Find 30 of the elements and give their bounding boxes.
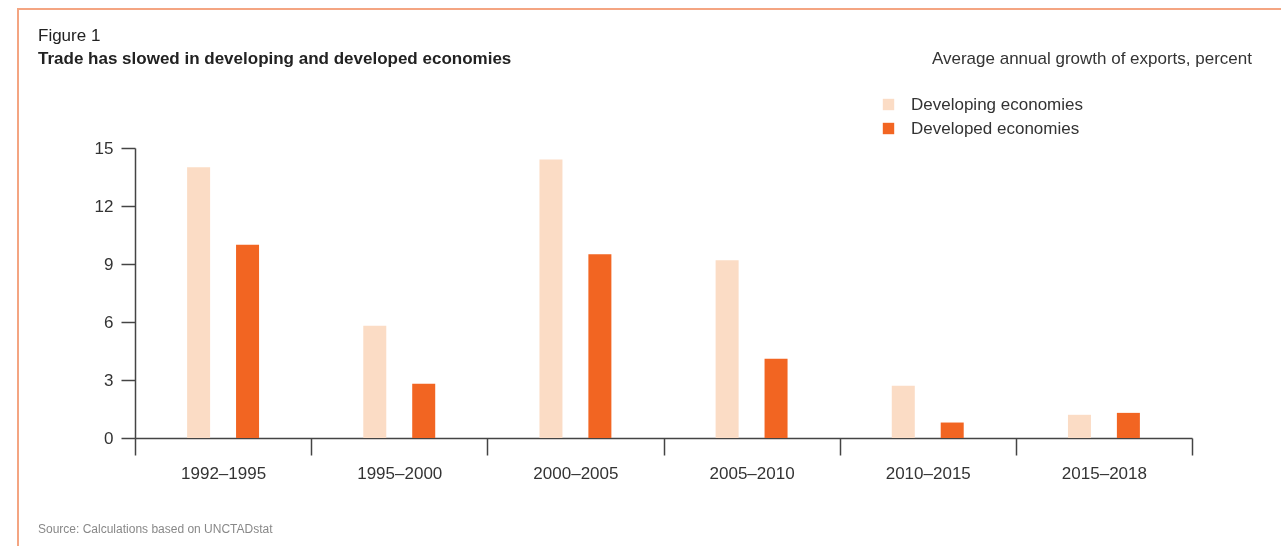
y-tick-label: 0 [104, 428, 114, 448]
caption: Figure 1 [38, 26, 101, 46]
source-note: Source: Calculations based on UNCTADstat [38, 522, 273, 536]
x-tick-label: 2015–2018 [1061, 463, 1147, 483]
y-tick-label: 6 [104, 312, 114, 332]
bar [1116, 412, 1140, 438]
bar [363, 325, 387, 438]
x-tick-label: 2010–2015 [885, 463, 971, 483]
legend-label: Developed economies [911, 118, 1080, 138]
bar [539, 159, 563, 438]
y-tick-label: 15 [94, 138, 114, 158]
bar [764, 358, 788, 438]
bar [588, 254, 612, 438]
legend-label: Developing economies [911, 94, 1083, 114]
x-tick-label: 1992–1995 [181, 463, 267, 483]
x-tick-label: 2000–2005 [533, 463, 619, 483]
y-tick-label: 12 [94, 196, 114, 216]
x-tick-label: 2005–2010 [709, 463, 795, 483]
y-axis-title: Average annual growth of exports, percent [931, 49, 1252, 69]
bar [1067, 414, 1091, 438]
chart-title: Trade has slowed in developing and developed economies [38, 49, 512, 69]
x-tick-label: 1995–2000 [357, 463, 443, 483]
bar [412, 383, 436, 438]
bar [891, 385, 915, 438]
bar [715, 260, 739, 438]
bar [940, 422, 964, 438]
y-tick-label: 3 [104, 370, 114, 390]
bar [187, 167, 211, 438]
y-tick-label: 9 [104, 254, 114, 274]
bar [236, 244, 260, 438]
